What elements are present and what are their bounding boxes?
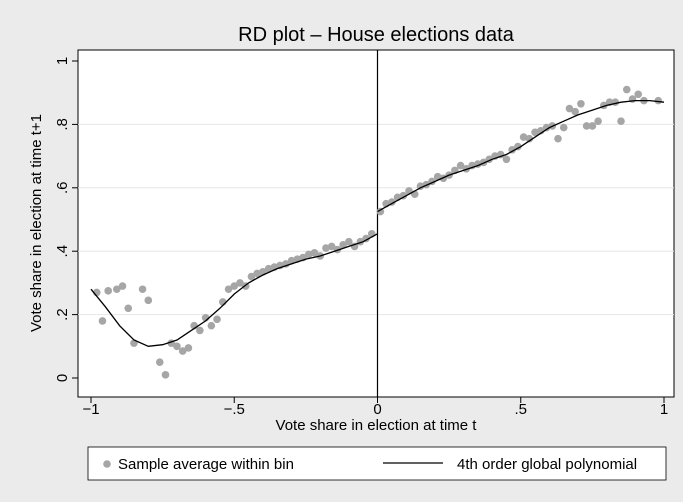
data-point-25 [247, 272, 256, 281]
data-point-57 [433, 172, 442, 181]
legend-box [87, 446, 667, 481]
data-point-71 [514, 142, 522, 151]
chart-title: RD plot – House elections data [238, 24, 515, 46]
data-point-38 [322, 244, 330, 252]
data-point-22 [230, 282, 239, 290]
y-tick-label-3: .6 [54, 182, 71, 195]
data-point-88 [611, 98, 620, 107]
data-point-74 [531, 128, 539, 137]
polynomial-segment-1 [377, 99, 665, 213]
y-tick-label-0: 0 [54, 374, 71, 382]
legend: Sample average within bin 4th order glob… [87, 446, 667, 481]
data-point-85 [594, 117, 602, 126]
plot-area [77, 49, 675, 398]
data-point-3 [112, 285, 121, 294]
x-tick-label-3: .5 [514, 401, 527, 418]
y-tick-label-1: .2 [54, 308, 71, 321]
data-point-92 [634, 90, 643, 99]
data-point-54 [416, 182, 425, 191]
legend-label-points: Sample average within bin [118, 456, 294, 473]
x-tick-label-2: 0 [373, 401, 381, 418]
data-point-45 [362, 234, 370, 243]
data-point-18 [207, 321, 216, 330]
data-point-42 [345, 237, 353, 246]
data-point-36 [310, 248, 319, 257]
data-point-1 [98, 317, 107, 325]
data-point-89 [617, 117, 625, 126]
data-point-61 [456, 161, 465, 170]
data-point-10 [161, 371, 170, 379]
x-axis-label: Vote share in election at time t [276, 417, 478, 434]
gridlines [78, 123, 674, 316]
x-tick-label-0: −1 [82, 401, 99, 418]
data-point-12 [173, 342, 181, 351]
data-point-14 [184, 344, 193, 352]
polynomial-fit [90, 99, 665, 347]
data-point-76 [542, 123, 551, 132]
data-point-72 [519, 133, 528, 141]
data-point-28 [264, 264, 273, 273]
x-tick-label-1: −.5 [224, 401, 245, 418]
y-tick-label-4: .8 [54, 118, 71, 131]
data-point-90 [622, 85, 631, 94]
y-tick-label-2: .4 [54, 245, 71, 258]
legend-marker-points [103, 460, 111, 468]
x-tick-label-4: 1 [660, 401, 668, 418]
data-point-8 [144, 296, 153, 305]
data-point-16 [196, 326, 204, 335]
data-point-35 [304, 250, 313, 259]
x-axis-ticks: −1 −.5 0 .5 1 [82, 397, 668, 418]
data-point-4 [118, 282, 127, 290]
data-point-21 [224, 285, 233, 294]
data-point-9 [155, 358, 164, 366]
data-point-41 [339, 241, 347, 249]
y-axis-ticks: 0 .2 .4 .6 .8 1 [54, 57, 78, 382]
data-point-13 [178, 347, 187, 355]
legend-label-line: 4th order global polynomial [457, 456, 637, 473]
data-point-39 [327, 242, 336, 251]
data-point-94 [654, 96, 663, 105]
data-point-7 [138, 285, 147, 294]
data-point-5 [124, 304, 133, 313]
y-tick-label-5: 1 [54, 57, 71, 65]
data-point-84 [588, 122, 597, 130]
y-axis-label: Vote share in election at time t+1 [28, 114, 45, 332]
data-point-81 [571, 107, 579, 116]
data-point-73 [525, 134, 534, 143]
data-point-2 [104, 287, 112, 295]
data-point-69 [502, 155, 511, 164]
data-point-79 [559, 123, 568, 132]
data-point-19 [213, 315, 221, 324]
data-point-23 [236, 279, 244, 287]
data-point-26 [253, 269, 261, 278]
data-point-78 [554, 134, 562, 143]
data-point-80 [565, 104, 574, 113]
data-point-83 [582, 122, 591, 130]
data-point-82 [577, 99, 585, 108]
polynomial-segment-0 [90, 233, 378, 347]
